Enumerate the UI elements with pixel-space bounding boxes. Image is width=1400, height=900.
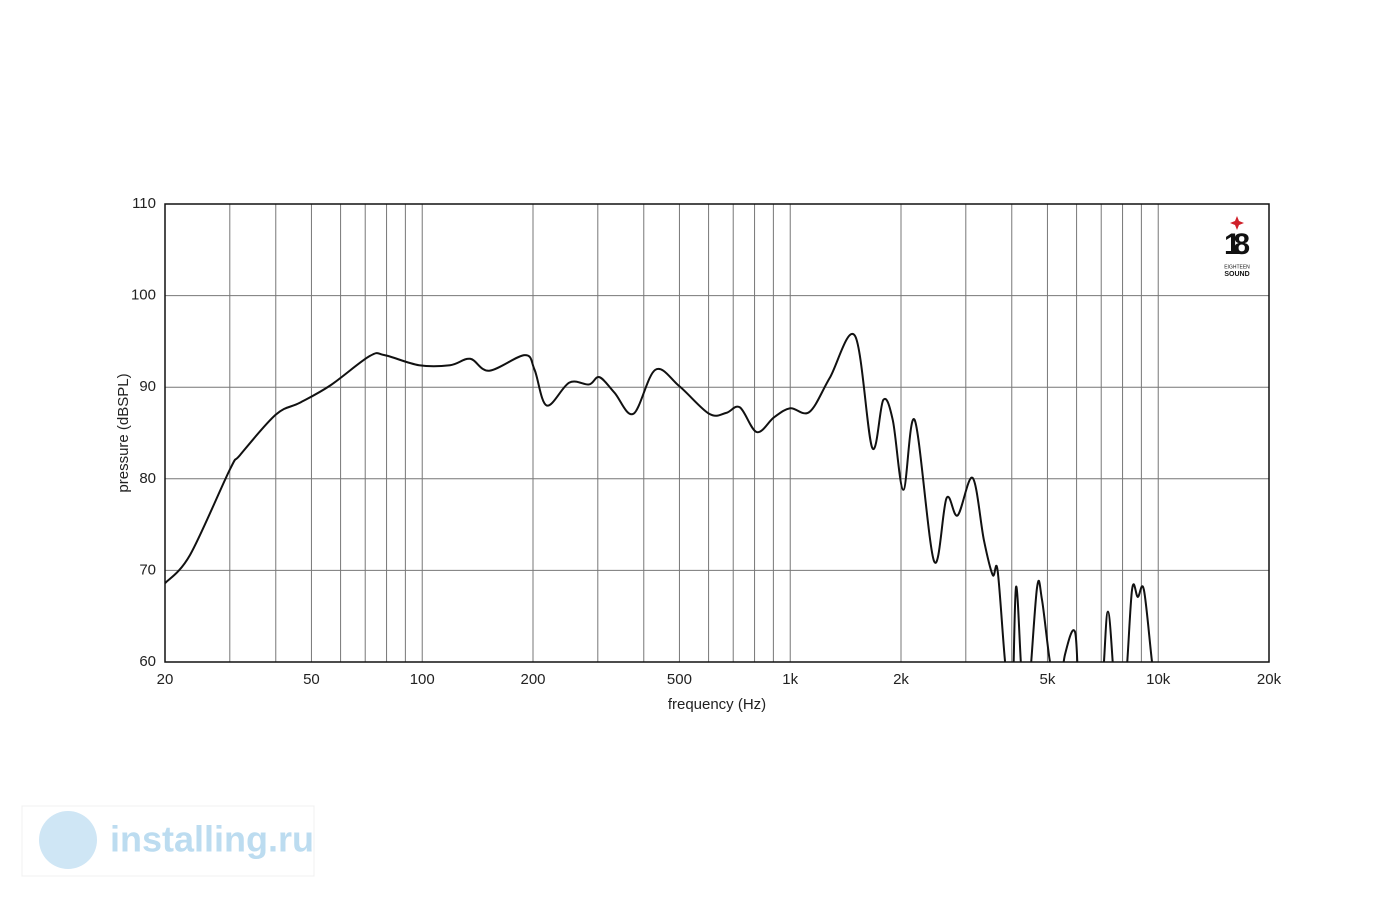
y-tick-label: 110 [132,195,156,212]
logo-number: 18 [1224,228,1250,261]
logo-line: EIGHTEEN [1224,264,1250,270]
y-tick-label: 70 [139,561,156,578]
logo: 18 EIGHTEEN SOUND [1224,216,1250,278]
response-curve [165,332,1154,662]
x-tick-label: 5k [1040,671,1056,688]
logo-line: SOUND [1224,271,1249,278]
grid [164,203,1270,663]
logo-star [1230,216,1244,230]
x-tick-label: 10k [1146,671,1171,688]
y-axis-label: pressure (dBSPL) [115,373,132,492]
watermark: installing.ru [21,805,315,877]
plot-frame [164,203,1270,663]
y-tick-label: 100 [131,287,156,304]
watermark-text: installing.ru [110,819,314,860]
x-tick-label: 1k [782,671,798,688]
y-tick-label: 80 [139,470,156,487]
x-tick-label: 20 [157,671,174,688]
x-tick-label: 500 [667,671,692,688]
watermark-icon [39,811,97,869]
x-axis-label: frequency (Hz) [668,696,766,713]
x-tick-label: 2k [893,671,909,688]
y-tick-label: 90 [139,378,156,395]
x-tick-label: 50 [303,671,320,688]
x-tick-label: 100 [410,671,435,688]
x-tick-label: 20k [1257,671,1282,688]
y-tick-label: 60 [139,653,156,670]
x-tick-label: 200 [520,671,545,688]
